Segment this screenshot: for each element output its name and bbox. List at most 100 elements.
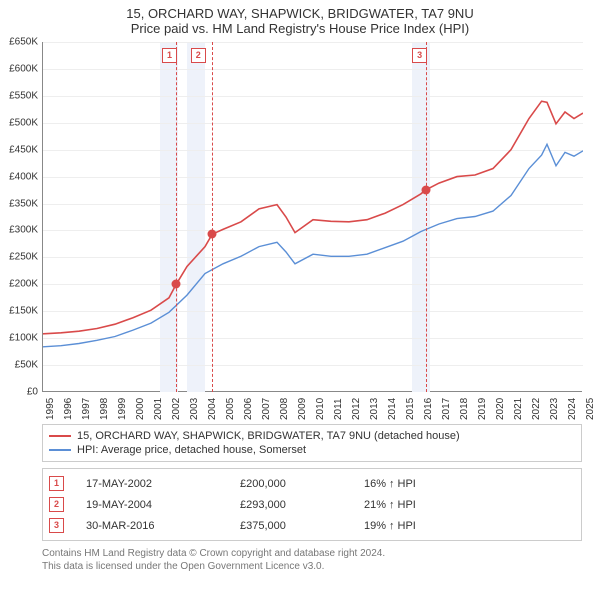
sale-dot-icon (172, 280, 181, 289)
y-tick-label: £50K (0, 360, 38, 371)
x-tick-label: 1999 (117, 398, 128, 420)
sale-marker-box: 2 (191, 48, 206, 63)
marker-price: £200,000 (240, 478, 360, 490)
arrow-up-icon: ↑ (389, 520, 395, 532)
sale-marker-box: 3 (412, 48, 427, 63)
markers-table: 1 17-MAY-2002 £200,000 16% ↑ HPI 2 19-MA… (42, 468, 582, 541)
x-tick-label: 1995 (45, 398, 56, 420)
sale-vline (176, 42, 177, 392)
legend-item: HPI: Average price, detached house, Some… (49, 443, 575, 457)
y-tick-label: £400K (0, 171, 38, 182)
x-tick-label: 2006 (243, 398, 254, 420)
x-tick-label: 2020 (495, 398, 506, 420)
x-tick-label: 2015 (405, 398, 416, 420)
marker-date: 19-MAY-2004 (86, 499, 236, 511)
sale-dot-icon (208, 230, 217, 239)
series-line (43, 144, 583, 346)
y-tick-label: £150K (0, 306, 38, 317)
x-tick-label: 2002 (171, 398, 182, 420)
x-tick-label: 2021 (513, 398, 524, 420)
y-tick-label: £600K (0, 63, 38, 74)
legend-label: HPI: Average price, detached house, Some… (77, 443, 306, 457)
x-tick-label: 2005 (225, 398, 236, 420)
x-tick-label: 1997 (81, 398, 92, 420)
x-tick-label: 2013 (369, 398, 380, 420)
arrow-up-icon: ↑ (389, 478, 395, 490)
footnote: Contains HM Land Registry data © Crown c… (42, 547, 582, 573)
legend-swatch-icon (49, 449, 71, 451)
x-tick-label: 2024 (567, 398, 578, 420)
x-tick-label: 2012 (351, 398, 362, 420)
x-tick-label: 2025 (585, 398, 596, 420)
y-tick-label: £200K (0, 279, 38, 290)
marker-date: 17-MAY-2002 (86, 478, 236, 490)
x-tick-label: 2018 (459, 398, 470, 420)
y-tick-label: £250K (0, 252, 38, 263)
marker-row: 3 30-MAR-2016 £375,000 19% ↑ HPI (49, 515, 575, 536)
x-tick-label: 2011 (333, 398, 344, 420)
x-tick-label: 2000 (135, 398, 146, 420)
chart-page: 15, ORCHARD WAY, SHAPWICK, BRIDGWATER, T… (0, 0, 600, 590)
marker-suffix: HPI (398, 499, 416, 511)
titles: 15, ORCHARD WAY, SHAPWICK, BRIDGWATER, T… (0, 0, 600, 36)
marker-pct: 19% (364, 520, 386, 532)
x-tick-label: 2003 (189, 398, 200, 420)
marker-pct: 21% (364, 499, 386, 511)
marker-index-box: 2 (49, 497, 64, 512)
x-tick-label: 1996 (63, 398, 74, 420)
footnote-line: This data is licensed under the Open Gov… (42, 560, 582, 573)
sale-vline (212, 42, 213, 392)
legend-item: 15, ORCHARD WAY, SHAPWICK, BRIDGWATER, T… (49, 429, 575, 443)
x-tick-label: 1998 (99, 398, 110, 420)
title-line-1: 15, ORCHARD WAY, SHAPWICK, BRIDGWATER, T… (0, 6, 600, 21)
plot-area: 12 3 (42, 42, 582, 392)
marker-suffix: HPI (398, 520, 416, 532)
marker-hpi: 21% ↑ HPI (364, 499, 416, 511)
legend-swatch-icon (49, 435, 71, 437)
footnote-line: Contains HM Land Registry data © Crown c… (42, 547, 582, 560)
x-axis-labels: 1995 1996 1997 1998 1999 2000 2001 2002 2003 2004… (42, 396, 582, 426)
legend: 15, ORCHARD WAY, SHAPWICK, BRIDGWATER, T… (42, 424, 582, 462)
marker-price: £375,000 (240, 520, 360, 532)
marker-hpi: 19% ↑ HPI (364, 520, 416, 532)
y-tick-label: £650K (0, 37, 38, 48)
marker-index-box: 3 (49, 518, 64, 533)
y-tick-label: £0 (0, 387, 38, 398)
x-tick-label: 2004 (207, 398, 218, 420)
x-tick-label: 2008 (279, 398, 290, 420)
arrow-up-icon: ↑ (389, 499, 395, 511)
x-tick-label: 2017 (441, 398, 452, 420)
y-tick-label: £100K (0, 333, 38, 344)
x-tick-label: 2014 (387, 398, 398, 420)
title-line-2: Price paid vs. HM Land Registry's House … (0, 21, 600, 36)
marker-pct: 16% (364, 478, 386, 490)
x-tick-label: 2010 (315, 398, 326, 420)
marker-row: 1 17-MAY-2002 £200,000 16% ↑ HPI (49, 473, 575, 494)
x-tick-label: 2019 (477, 398, 488, 420)
chart: 123 £0£50K£100K£150K£200K£250K£300K£350K… (42, 42, 582, 422)
x-tick-label: 2009 (297, 398, 308, 420)
y-tick-label: £500K (0, 117, 38, 128)
sale-vline (426, 42, 427, 392)
line-layer (43, 42, 583, 392)
marker-row: 2 19-MAY-2004 £293,000 21% ↑ HPI (49, 494, 575, 515)
legend-label: 15, ORCHARD WAY, SHAPWICK, BRIDGWATER, T… (77, 429, 460, 443)
y-tick-label: £300K (0, 225, 38, 236)
marker-suffix: HPI (398, 478, 416, 490)
x-tick-label: 2016 (423, 398, 434, 420)
y-tick-label: £550K (0, 90, 38, 101)
x-tick-label: 2007 (261, 398, 272, 420)
marker-hpi: 16% ↑ HPI (364, 478, 416, 490)
x-tick-label: 2023 (549, 398, 560, 420)
x-tick-label: 2001 (153, 398, 164, 420)
marker-price: £293,000 (240, 499, 360, 511)
sale-marker-box: 1 (162, 48, 177, 63)
y-tick-label: £450K (0, 144, 38, 155)
series-line (43, 101, 583, 334)
sale-dot-icon (421, 186, 430, 195)
x-tick-label: 2022 (531, 398, 542, 420)
y-tick-label: £350K (0, 198, 38, 209)
marker-date: 30-MAR-2016 (86, 520, 236, 532)
y-axis-labels: £0£50K£100K£150K£200K£250K£300K£350K£400… (0, 42, 38, 392)
marker-index-box: 1 (49, 476, 64, 491)
